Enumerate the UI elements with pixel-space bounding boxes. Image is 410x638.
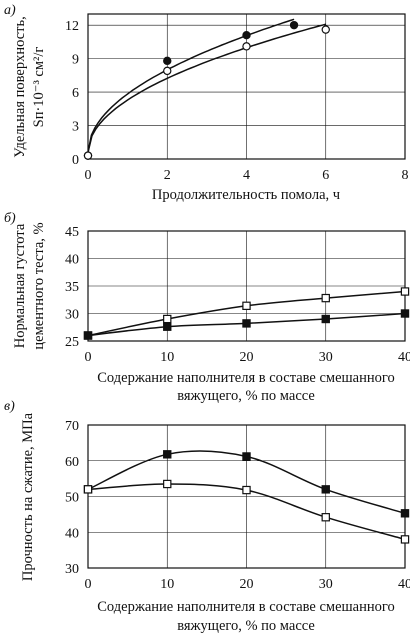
panel-b-grid <box>88 231 405 341</box>
panel-b-y-tick-label: 40 <box>65 253 79 268</box>
panel-c-x-tick-label: 10 <box>160 577 174 592</box>
panel-b-x-tick-label: 10 <box>160 350 174 365</box>
panel-b-x-tick-label: 40 <box>398 350 410 365</box>
panel-a-x-tick-label: 2 <box>164 168 171 183</box>
panel-a-series-2-marker <box>83 151 93 160</box>
panel-a-fitted-curves <box>87 18 326 153</box>
panel-a-series-2-marker <box>163 66 172 76</box>
panel-b-y-tick-label: 30 <box>65 308 79 323</box>
panel-a-y-tick-label: 3 <box>72 120 79 135</box>
panel-c-series-1-marker <box>163 450 172 459</box>
panel-c-tick-labels: 0 10 20 30 40 30 40 50 60 70 <box>65 419 410 592</box>
panel-a-tick-labels: 0 2 4 6 8 0 3 6 9 12 <box>65 19 409 183</box>
panel-a-y-axis-label-line2: Sп·10⁻³ см²/г <box>31 47 47 128</box>
panel-a-y-tick-label: 9 <box>72 53 79 68</box>
panel-b-y-tick-label: 35 <box>65 280 79 295</box>
panel-a-series-1-curve <box>87 18 295 153</box>
panel-c-series-2-marker <box>163 479 172 489</box>
panel-b-series-1-marker <box>400 287 410 296</box>
panel-b-series-2-marker <box>163 322 172 331</box>
panel-a-x-tick-label: 8 <box>402 168 409 183</box>
panel-a-x-axis-label: Продолжительность помола, ч <box>152 187 340 203</box>
panel-b-x-axis-label-line1: Содержание наполнителя в составе смешанн… <box>97 370 394 386</box>
panel-b-x-tick-label: 30 <box>319 350 333 365</box>
panel-a-grinding-time-chart: а) 0 2 4 6 8 0 3 6 9 12 Продолжительность помола,… <box>4 3 409 203</box>
panel-c-data-markers <box>83 450 410 544</box>
panel-a-data-markers <box>83 20 330 160</box>
panel-c-series-2-marker <box>400 535 410 544</box>
panel-a-series-2-marker <box>242 42 251 51</box>
panel-a-x-tick-label: 6 <box>322 168 329 183</box>
panel-c-label: в) <box>4 399 15 414</box>
panel-a-y-tick-label: 0 <box>72 153 79 168</box>
panel-c-x-tick-label: 0 <box>85 577 92 592</box>
panel-b-series-2-marker <box>83 331 93 340</box>
panel-c-series-2-marker <box>321 513 330 522</box>
panel-b-y-axis-label-line2: цементного теста, % <box>31 222 47 349</box>
panel-c-y-tick-label: 40 <box>65 526 79 541</box>
panel-b-series-1-marker <box>163 314 172 324</box>
panel-c-y-tick-label: 50 <box>65 491 79 506</box>
panel-b-data-markers <box>83 287 410 340</box>
panel-c-compressive-strength-chart: в) 0 10 20 30 40 30 40 50 60 70 Содержание наполн… <box>4 399 410 634</box>
panel-b-series-2-marker <box>321 314 330 324</box>
panel-b-x-tick-label: 20 <box>240 350 254 365</box>
panel-c-y-axis-label: Прочность на сжатие, МПа <box>20 412 36 581</box>
panel-a-x-tick-label: 0 <box>85 168 92 183</box>
panel-c-series-1-marker <box>242 452 251 461</box>
panel-a-plot-frame <box>87 13 406 160</box>
panel-b-water-demand-chart: б) 0 10 20 30 40 25 30 35 40 45 Содержание наполн… <box>4 211 410 404</box>
panel-b-x-tick-label: 0 <box>85 350 92 365</box>
panel-a-label: а) <box>4 3 16 18</box>
panel-b-series-2-marker <box>242 319 251 328</box>
panel-b-series-2-marker <box>400 309 410 318</box>
panel-c-x-tick-label: 30 <box>319 577 333 592</box>
panel-a-y-tick-label: 12 <box>65 19 79 34</box>
panel-a-series-2-curve <box>87 23 326 153</box>
panel-a-series-2-marker <box>321 25 330 34</box>
panel-b-y-tick-label: 45 <box>65 225 79 240</box>
panel-b-y-tick-label: 25 <box>65 335 79 350</box>
panel-a-series-1-marker <box>163 56 172 66</box>
panel-a-series-1-marker <box>242 30 251 40</box>
panel-a-x-tick-label: 4 <box>243 168 250 183</box>
panel-c-plot-frame <box>87 424 406 569</box>
panel-b-tick-labels: 0 10 20 30 40 25 30 35 40 45 <box>65 225 410 365</box>
panel-b-label: б) <box>4 211 16 226</box>
panel-c-x-tick-label: 20 <box>240 577 254 592</box>
panel-a-y-tick-label: 6 <box>72 86 79 101</box>
panel-c-series-2-marker <box>242 485 251 495</box>
panel-c-series-2-marker <box>83 485 93 494</box>
panel-b-series-1-marker <box>242 301 251 311</box>
panel-a-series-1-marker <box>289 20 299 30</box>
panel-c-x-axis-label-line2: вяжущего, % по массе <box>177 618 315 634</box>
panel-b-plot-frame <box>87 230 406 342</box>
panel-c-series-1-marker <box>400 509 410 518</box>
panel-c-series-1-marker <box>321 485 330 494</box>
panel-c-x-axis-label-line1: Содержание наполнителя в составе смешанн… <box>97 599 394 615</box>
panel-b-y-axis-label-line1: Нормальная густота <box>12 223 28 348</box>
panel-c-y-tick-label: 70 <box>65 419 79 434</box>
panel-c-grid <box>88 425 405 568</box>
panel-c-y-tick-label: 60 <box>65 455 79 470</box>
panel-a-y-axis-label-line1: Удельная поверхность, <box>12 16 28 157</box>
panel-b-series-1-marker <box>321 293 330 303</box>
panel-b-x-axis-label-line2: вяжущего, % по массе <box>177 388 315 404</box>
panel-c-x-tick-label: 40 <box>398 577 410 592</box>
panel-c-y-tick-label: 30 <box>65 562 79 577</box>
